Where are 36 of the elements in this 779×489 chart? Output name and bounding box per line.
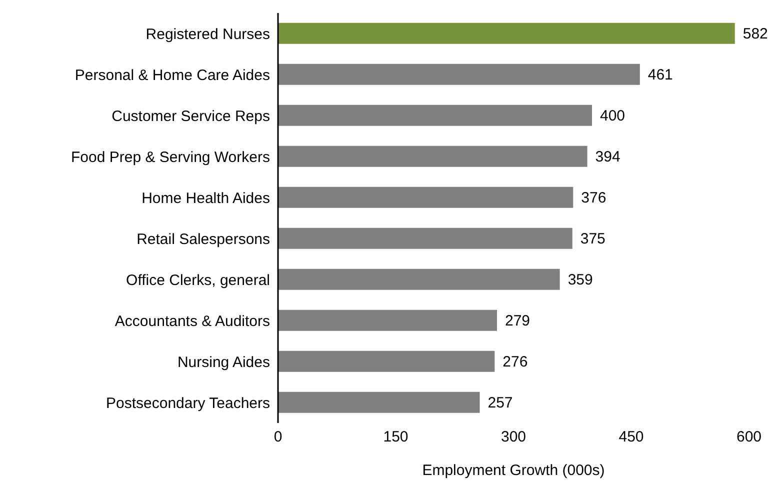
bar: [278, 186, 574, 208]
y-tick-label: Accountants & Auditors: [114, 312, 270, 330]
bar: [278, 146, 588, 167]
data-label: 394: [595, 148, 620, 166]
bar: [278, 350, 495, 372]
y-tick-label: Customer Service Reps: [112, 108, 270, 125]
data-label: 400: [600, 108, 626, 125]
bar: [278, 64, 640, 85]
y-tick-label: Office Clerks, general: [126, 272, 270, 289]
x-tick-label: 300: [500, 428, 526, 446]
x-tick-label: 0: [274, 428, 282, 446]
bar: [278, 104, 592, 126]
x-tick-label: 150: [383, 428, 408, 446]
y-tick-label: Home Health Aides: [142, 190, 270, 207]
data-label: 461: [648, 66, 673, 84]
bar: [278, 392, 480, 413]
bar: [278, 22, 735, 44]
data-label: 276: [502, 354, 528, 371]
x-tick-label: 600: [736, 428, 762, 446]
data-label: 257: [488, 394, 513, 412]
y-tick-label: Postsecondary Teachers: [106, 394, 270, 412]
data-label: 359: [568, 272, 593, 289]
data-label: 279: [505, 312, 530, 330]
y-tick-label: Registered Nurses: [146, 26, 270, 43]
y-tick-label: Retail Salespersons: [136, 230, 270, 248]
x-axis-title: Employment Growth (000s): [422, 462, 605, 479]
data-label: 375: [580, 230, 606, 248]
bar: [278, 228, 572, 249]
bar: [278, 310, 498, 331]
y-tick-label: Food Prep & Serving Workers: [71, 148, 270, 166]
y-tick-label: Personal & Home Care Aides: [74, 66, 270, 84]
x-tick-label: 450: [618, 428, 644, 446]
data-label: 376: [581, 190, 606, 207]
y-tick-label: Nursing Aides: [177, 354, 270, 371]
bar: [278, 268, 560, 290]
data-label: 582: [742, 26, 768, 43]
